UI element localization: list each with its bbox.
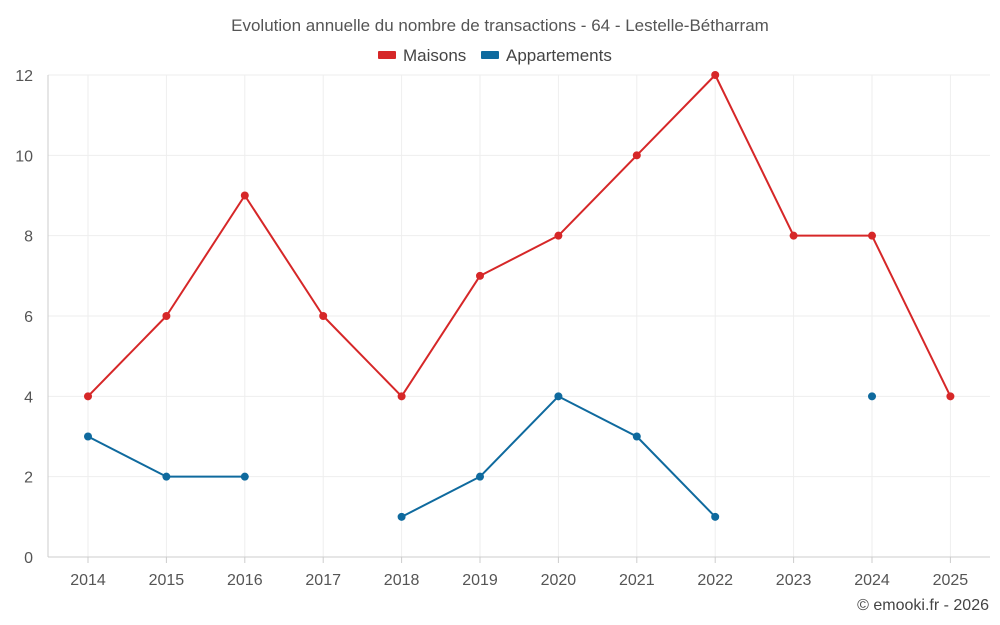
y-tick-label: 4 — [24, 389, 33, 406]
y-tick-label: 6 — [24, 309, 33, 326]
x-tick-label: 2019 — [462, 572, 498, 589]
legend: Maisons Appartements — [378, 46, 612, 65]
data-point-appartements-2018[interactable] — [397, 512, 406, 521]
x-tick-label: 2020 — [541, 572, 577, 589]
x-tick-label: 2016 — [227, 572, 263, 589]
data-point-maisons-2016[interactable] — [240, 191, 249, 200]
data-point-appartements-2016[interactable] — [240, 472, 249, 481]
data-point-maisons-2015[interactable] — [162, 312, 171, 320]
legend-swatch-appartements — [481, 51, 499, 59]
data-point-appartements-2022[interactable] — [711, 512, 720, 521]
legend-label-maisons: Maisons — [403, 46, 466, 65]
series — [84, 71, 955, 521]
data-point-maisons-2018[interactable] — [397, 392, 406, 401]
credit-text: © emooki.fr - 2026 — [857, 597, 989, 614]
series-appartements — [84, 392, 876, 521]
x-tick-label: 2021 — [619, 572, 655, 589]
x-tick-label: 2015 — [149, 572, 185, 589]
series-maisons — [84, 71, 955, 401]
data-point-maisons-2024[interactable] — [868, 231, 876, 240]
gridlines — [48, 74, 990, 558]
data-point-maisons-2023[interactable] — [789, 231, 798, 240]
y-tick-label: 0 — [24, 550, 33, 567]
x-tick-label: 2017 — [305, 572, 341, 589]
x-tick-label: 2018 — [384, 572, 420, 589]
y-tick-label: 10 — [15, 148, 33, 165]
data-point-appartements-2014[interactable] — [84, 432, 92, 441]
data-point-maisons-2019[interactable] — [476, 271, 484, 280]
legend-swatch-maisons — [378, 51, 396, 59]
x-tick-label: 2025 — [933, 572, 969, 589]
x-tick-label: 2023 — [776, 572, 812, 589]
data-point-maisons-2020[interactable] — [554, 231, 563, 240]
x-tick-label: 2022 — [697, 572, 733, 589]
data-point-appartements-2019[interactable] — [476, 472, 484, 481]
y-tick-label: 12 — [15, 68, 33, 85]
data-point-maisons-2017[interactable] — [319, 312, 328, 320]
data-point-appartements-2021[interactable] — [632, 432, 641, 441]
data-point-appartements-2024[interactable] — [868, 392, 876, 401]
legend-label-appartements: Appartements — [506, 46, 612, 65]
legend-item-appartements[interactable]: Appartements — [481, 46, 612, 65]
data-point-maisons-2014[interactable] — [84, 392, 92, 401]
y-tick-label: 2 — [24, 470, 33, 487]
series-line-maisons — [87, 74, 952, 398]
x-tick-label: 2024 — [854, 572, 890, 589]
legend-item-maisons[interactable]: Maisons — [378, 46, 466, 65]
y-tick-label: 8 — [24, 229, 33, 246]
chart-title: Evolution annuelle du nombre de transact… — [231, 16, 769, 35]
x-tick-label: 2014 — [70, 572, 106, 589]
axes: 0 2 4 6 8 10 12 2014 2015 2016 2017 2018 2019 2020 202… — [15, 68, 990, 589]
data-point-appartements-2015[interactable] — [162, 472, 171, 481]
data-point-maisons-2025[interactable] — [946, 392, 955, 401]
data-point-maisons-2022[interactable] — [711, 71, 720, 79]
data-point-maisons-2021[interactable] — [632, 151, 641, 160]
data-point-appartements-2020[interactable] — [554, 392, 563, 401]
